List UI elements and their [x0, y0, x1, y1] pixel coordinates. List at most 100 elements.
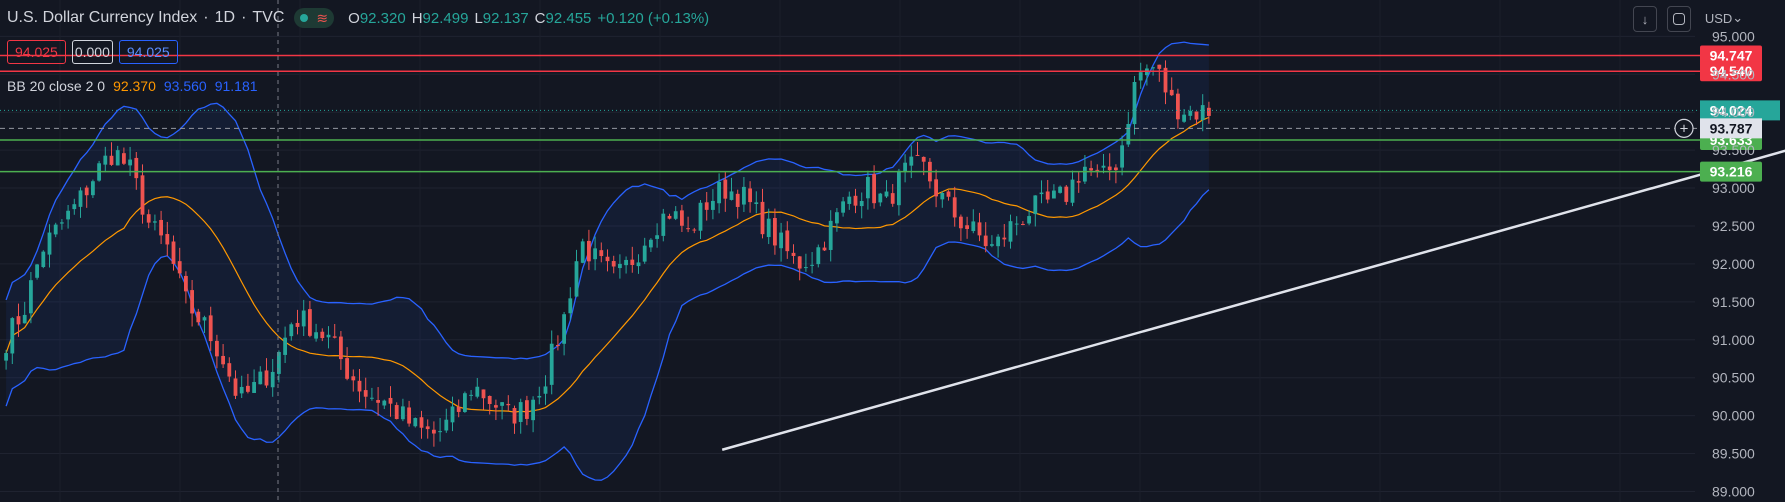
candle-body: [872, 174, 876, 204]
candle-body: [221, 355, 225, 365]
candle-body: [72, 204, 77, 210]
candle-body: [295, 322, 300, 327]
candle-body: [258, 371, 263, 385]
sell-button[interactable]: 94.025: [7, 40, 66, 64]
candle-body: [1089, 168, 1093, 171]
candle-body: [202, 317, 207, 321]
candle-body: [444, 419, 449, 431]
y-tick-label: 93.000: [1712, 180, 1755, 196]
candle-body: [1021, 223, 1025, 225]
interval-label[interactable]: 1D: [214, 9, 236, 26]
candle-body: [624, 259, 628, 266]
resistance-level-label: 94.747: [1710, 48, 1753, 64]
candle-body: [934, 179, 938, 197]
y-tick-label: 92.000: [1712, 256, 1755, 272]
bb-lower-value: 91.181: [214, 78, 258, 94]
chart-header: U.S. Dollar Currency Index · 1D · TVC ≋ …: [7, 8, 709, 28]
candle-body: [326, 334, 331, 338]
candle-body: [649, 239, 653, 248]
bb-upper-line: [5, 41, 1209, 360]
y-tick-label: 93.500: [1712, 142, 1755, 158]
candle-body: [766, 218, 771, 238]
candle-body: [816, 247, 821, 265]
candle-body: [184, 275, 188, 292]
candle-body: [432, 429, 436, 434]
support-level-tag: [1700, 161, 1762, 182]
candle-body: [252, 382, 256, 393]
candle-body: [959, 216, 963, 229]
candle-body: [611, 261, 616, 267]
candle-body: [227, 363, 232, 377]
candle-body: [407, 407, 411, 424]
y-tick-label: 89.000: [1712, 483, 1755, 499]
candle-body: [525, 400, 529, 419]
candle-body: [66, 210, 70, 220]
candle-body: [1169, 89, 1174, 96]
candle-body: [686, 228, 690, 230]
candle-body: [797, 256, 802, 269]
candle-body: [518, 402, 523, 422]
candle-body: [915, 154, 920, 156]
resistance-level-tag: [1700, 61, 1762, 82]
candle-body: [215, 340, 219, 357]
buy-button[interactable]: 94.025: [118, 40, 178, 64]
candle-body: [847, 196, 852, 204]
candle-body: [506, 403, 511, 406]
candle-body: [4, 353, 8, 361]
candle-body: [667, 215, 672, 219]
candle-body: [128, 159, 132, 166]
candle-body: [10, 318, 15, 354]
candle-body: [1132, 81, 1137, 125]
candle-body: [692, 229, 697, 231]
candle-body: [1176, 93, 1180, 120]
candle-body: [469, 394, 473, 396]
candle-body: [711, 200, 715, 210]
candle-body: [1058, 186, 1062, 193]
candle-body: [748, 188, 752, 203]
currency-label: USD: [1704, 10, 1733, 26]
candle-body: [78, 190, 83, 207]
candle-body: [438, 431, 442, 433]
open-value: 92.320: [359, 9, 406, 27]
candle-body: [401, 406, 405, 420]
market-status-pill[interactable]: ≋: [294, 8, 335, 28]
add-order-icon: [1674, 118, 1694, 138]
candle-body: [1182, 114, 1186, 122]
candle-body: [636, 262, 641, 267]
candle-body: [866, 177, 870, 199]
candle-body: [270, 371, 275, 388]
candle-body: [53, 224, 58, 235]
candle-body: [785, 230, 790, 252]
candle-body: [1101, 165, 1106, 168]
ohlc-readout: O92.320 H92.499 L92.137 C92.455 +0.120 (…: [348, 9, 710, 27]
crosshair-price-label: 93.787: [1710, 120, 1753, 136]
candle-body: [965, 225, 969, 229]
candle-body: [890, 193, 895, 204]
candle-body: [289, 324, 294, 337]
candle-body: [1039, 192, 1044, 195]
candle-body: [35, 264, 39, 278]
candle-body: [952, 197, 957, 218]
down-arrow-button[interactable]: ↓: [1633, 6, 1657, 32]
candle-body: [1027, 216, 1031, 224]
change-value: +0.120 (+0.13%): [597, 9, 710, 27]
candle-body: [1014, 223, 1019, 225]
currency-dropdown[interactable]: USD ⌄: [1700, 6, 1748, 30]
candle-body: [165, 234, 170, 245]
candle-body: [109, 155, 114, 165]
candle-body: [680, 210, 684, 226]
candle-body: [760, 201, 765, 235]
candle-body: [29, 280, 33, 314]
fullscreen-icon[interactable]: [1667, 6, 1691, 32]
symbol-title[interactable]: U.S. Dollar Currency Index: [7, 9, 198, 26]
last-price-label: 94.024: [1710, 102, 1753, 118]
candle-body: [717, 181, 721, 204]
candle-body: [47, 232, 52, 255]
candle-body: [921, 156, 926, 162]
low-value: 92.137: [482, 9, 529, 27]
indicator-legend[interactable]: BB 20 close 2 0 92.370 93.560 91.181: [7, 78, 258, 94]
candle-body: [153, 221, 157, 223]
order-boxes: 94.025 0.000 94.025: [7, 40, 178, 64]
candle-body: [264, 370, 269, 386]
